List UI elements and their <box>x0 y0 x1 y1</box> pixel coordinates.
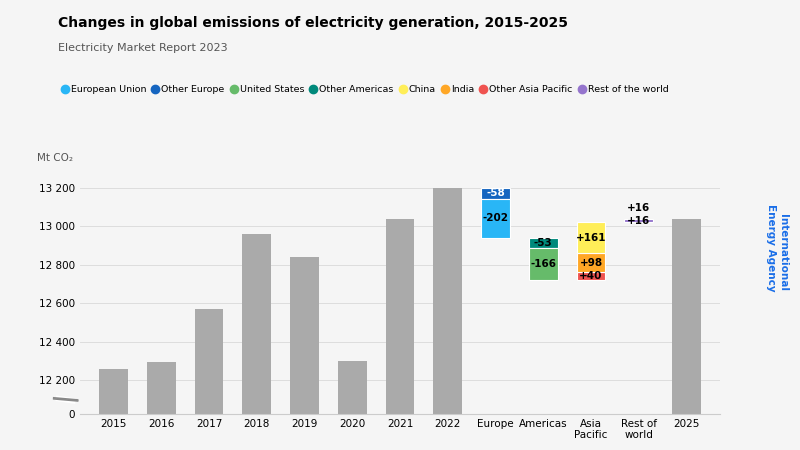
Bar <box>481 199 510 238</box>
Bar <box>147 362 175 414</box>
Bar <box>194 309 223 414</box>
Bar <box>529 248 558 280</box>
Text: +16: +16 <box>627 203 650 213</box>
Legend: European Union, Other Europe, United States, Other Americas, China, India, Other: European Union, Other Europe, United Sta… <box>62 86 669 94</box>
Text: Changes in global emissions of electricity generation, 2015-2025: Changes in global emissions of electrici… <box>58 16 568 30</box>
Text: -202: -202 <box>482 213 509 223</box>
Text: -166: -166 <box>530 259 556 269</box>
Bar <box>338 361 366 414</box>
Text: +16: +16 <box>627 216 650 226</box>
Text: -53: -53 <box>534 238 553 248</box>
Text: -58: -58 <box>486 188 505 198</box>
Bar <box>434 188 462 414</box>
Text: +40: +40 <box>579 271 602 281</box>
Text: Mt CO₂: Mt CO₂ <box>37 153 73 163</box>
Bar <box>577 272 606 280</box>
Bar <box>625 219 653 222</box>
Bar <box>577 222 606 253</box>
Bar <box>529 238 558 248</box>
Bar <box>577 253 606 272</box>
Text: Electricity Market Report 2023: Electricity Market Report 2023 <box>58 43 227 53</box>
Bar <box>242 234 271 414</box>
Text: +98: +98 <box>579 258 602 268</box>
Text: +161: +161 <box>576 233 606 243</box>
Bar <box>672 219 701 414</box>
Bar <box>99 369 128 414</box>
Text: International
Energy Agency: International Energy Agency <box>766 204 788 291</box>
Bar <box>481 188 510 199</box>
Bar <box>386 219 414 414</box>
Bar <box>290 257 319 414</box>
